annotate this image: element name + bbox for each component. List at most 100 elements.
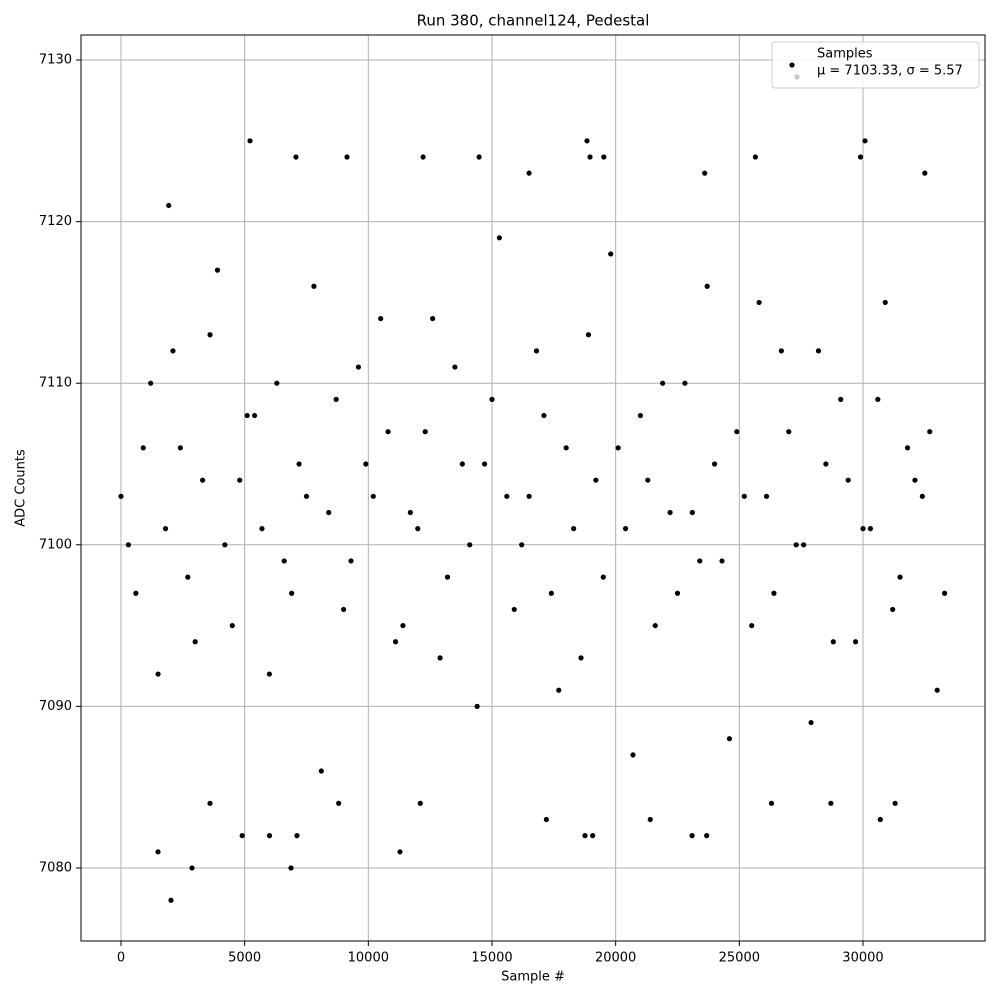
point	[415, 526, 421, 532]
point	[511, 606, 517, 613]
legend-marker	[794, 74, 800, 80]
point	[189, 865, 195, 871]
x-tick-label: 0	[117, 951, 125, 966]
point	[363, 461, 369, 467]
point	[904, 445, 911, 451]
point	[336, 800, 342, 806]
point	[674, 590, 681, 596]
point	[571, 526, 577, 532]
point	[927, 429, 933, 435]
point	[155, 671, 161, 677]
point	[318, 768, 324, 774]
point	[467, 542, 473, 548]
point	[590, 833, 596, 839]
x-tick-label: 20000	[595, 951, 636, 966]
point	[630, 752, 636, 758]
point	[875, 396, 881, 402]
point	[340, 606, 347, 613]
point	[168, 897, 174, 903]
point	[155, 849, 161, 855]
point	[392, 639, 399, 645]
point	[417, 800, 423, 806]
point	[862, 138, 868, 144]
point	[474, 703, 480, 709]
point	[763, 493, 770, 499]
point	[768, 800, 775, 806]
point	[934, 687, 940, 693]
point	[140, 445, 146, 451]
point	[652, 622, 658, 629]
point	[430, 315, 436, 322]
point	[585, 332, 592, 338]
point	[645, 477, 651, 483]
point	[266, 671, 272, 677]
point	[519, 542, 525, 548]
point	[882, 299, 888, 306]
point	[660, 380, 666, 386]
point	[556, 687, 562, 693]
point	[912, 477, 918, 483]
point	[689, 833, 695, 839]
point	[526, 493, 532, 499]
point	[756, 299, 762, 306]
y-tick-label: 7130	[39, 53, 72, 68]
point	[251, 412, 258, 419]
x-tick-label: 25000	[719, 951, 760, 966]
point	[481, 461, 488, 467]
point	[922, 170, 928, 176]
y-tick-label: 7100	[39, 537, 72, 552]
point	[526, 170, 532, 176]
point	[942, 590, 948, 596]
point	[771, 590, 777, 596]
point	[303, 493, 310, 499]
point	[125, 542, 132, 548]
point	[752, 154, 759, 160]
point	[244, 412, 250, 419]
point	[200, 477, 206, 483]
point	[326, 509, 332, 516]
point	[289, 590, 295, 596]
point	[608, 251, 614, 257]
point	[489, 396, 495, 402]
legend-annotation: μ = 7103.33, σ = 5.57	[817, 64, 963, 79]
point	[578, 655, 584, 661]
point	[897, 574, 903, 580]
point	[704, 833, 710, 839]
point	[207, 332, 213, 338]
point	[726, 736, 733, 742]
point	[593, 477, 599, 483]
point	[476, 154, 482, 160]
point	[444, 574, 451, 580]
point	[400, 622, 406, 629]
point	[587, 154, 593, 160]
point	[919, 493, 925, 499]
point	[815, 348, 822, 354]
point	[148, 380, 154, 386]
point	[702, 170, 708, 176]
point	[857, 154, 864, 160]
point	[734, 429, 740, 435]
point	[615, 445, 621, 451]
point	[801, 542, 807, 548]
point	[239, 833, 245, 839]
point	[749, 622, 755, 629]
point	[185, 574, 191, 580]
point	[459, 461, 465, 467]
y-tick-label: 7080	[39, 860, 72, 875]
x-tick-label: 30000	[842, 951, 883, 966]
point	[237, 477, 243, 483]
point	[682, 380, 688, 386]
point	[133, 590, 139, 596]
point	[808, 719, 814, 726]
point	[533, 348, 540, 354]
point	[852, 639, 859, 645]
point	[543, 816, 550, 823]
legend-label: Samples	[817, 47, 873, 62]
point	[177, 445, 183, 451]
y-axis-label: ADC Counts	[14, 449, 29, 527]
point	[622, 526, 629, 532]
y-tick-label: 7110	[39, 376, 72, 391]
legend-box	[771, 41, 980, 89]
